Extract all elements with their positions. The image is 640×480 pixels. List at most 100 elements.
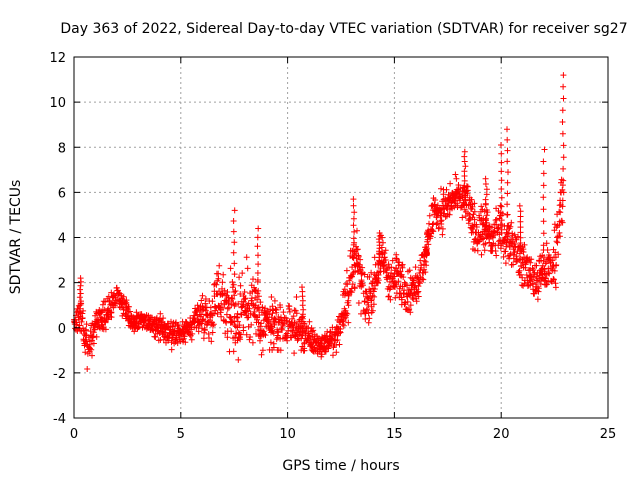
data-point: [255, 287, 262, 294]
data-point: [493, 252, 500, 259]
axis-tick-labels: 0 5 10 15 20 25 -4 -2 0 2 4 6 8 10 12: [49, 51, 616, 442]
data-point: [482, 217, 489, 224]
data-point: [272, 318, 279, 325]
data-point: [505, 230, 512, 236]
data-point: [233, 330, 240, 337]
data-point: [78, 298, 84, 305]
data-point: [504, 201, 511, 208]
data-point: [271, 321, 278, 328]
data-point: [283, 315, 289, 322]
data-point: [382, 257, 389, 263]
data-point: [452, 171, 459, 178]
data-point: [267, 306, 274, 313]
data-point: [359, 264, 366, 271]
data-point: [560, 177, 567, 184]
data-point: [350, 196, 357, 203]
data-point: [157, 310, 164, 317]
axis-ticks: [73, 56, 609, 419]
data-point: [301, 347, 308, 354]
data-point: [386, 293, 392, 300]
data-point: [350, 222, 357, 229]
data-point: [559, 130, 566, 137]
data-point: [77, 290, 84, 297]
data-point: [224, 334, 231, 341]
data-point: [369, 307, 376, 314]
x-axis-label: GPS time / hours: [282, 458, 399, 474]
data-point: [438, 217, 445, 224]
data-point: [108, 289, 115, 296]
data-point: [220, 271, 227, 278]
data-point: [365, 319, 372, 326]
data-point: [517, 234, 524, 241]
data-point: [257, 337, 263, 344]
data-point: [219, 279, 226, 286]
data-point: [226, 304, 232, 311]
data-point: [351, 284, 358, 291]
data-point: [254, 296, 261, 303]
data-point: [489, 234, 496, 241]
data-point: [481, 247, 488, 254]
data-point: [89, 352, 95, 359]
data-point: [359, 282, 366, 289]
data-point: [462, 163, 469, 170]
y-tick-label: 8: [58, 141, 66, 156]
data-point: [407, 302, 414, 309]
data-point: [213, 281, 220, 288]
data-point: [357, 256, 364, 263]
data-point: [545, 269, 552, 276]
data-point: [257, 299, 264, 306]
data-point: [504, 233, 510, 240]
data-point: [420, 276, 427, 283]
data-point: [478, 203, 485, 210]
data-point: [470, 211, 477, 218]
data-point: [76, 294, 83, 301]
data-point: [387, 285, 394, 292]
data-point: [228, 328, 235, 335]
data-point: [468, 196, 475, 203]
data-point: [560, 189, 567, 196]
data-point: [293, 310, 300, 317]
data-point: [519, 274, 526, 281]
data-point: [502, 260, 509, 267]
data-point: [540, 206, 547, 213]
data-point: [504, 190, 511, 197]
data-point: [122, 300, 129, 307]
data-point: [560, 95, 567, 102]
data-point: [336, 341, 343, 348]
data-point: [396, 259, 403, 266]
data-point: [231, 260, 238, 267]
y-tick-label: -2: [53, 367, 66, 382]
data-point: [93, 333, 100, 340]
data-point: [430, 220, 437, 227]
data-point: [504, 211, 511, 218]
data-point: [219, 291, 226, 298]
data-point: [240, 324, 247, 331]
data-point: [230, 218, 237, 224]
data-point: [230, 228, 237, 235]
data-point: [483, 222, 490, 229]
data-point: [511, 241, 518, 247]
data-point: [393, 251, 400, 258]
data-point: [327, 329, 333, 336]
data-point: [430, 228, 437, 235]
data-point: [511, 231, 518, 238]
data-point: [522, 261, 529, 268]
data-point: [432, 197, 439, 203]
data-point: [348, 273, 355, 280]
data-point: [210, 321, 217, 328]
y-axis-label: SDTVAR / TECUs: [8, 180, 24, 295]
data-point: [268, 314, 275, 321]
data-point: [231, 239, 238, 246]
data-point: [202, 296, 209, 302]
data-point: [291, 350, 298, 357]
data-point: [461, 148, 468, 155]
data-point: [131, 322, 138, 329]
data-point: [350, 215, 357, 222]
data-point: [436, 224, 443, 231]
data-point: [560, 165, 567, 172]
data-point: [541, 266, 548, 273]
data-point: [125, 303, 132, 310]
data-point: [480, 221, 487, 228]
data-point: [258, 320, 265, 327]
data-point: [152, 334, 159, 340]
